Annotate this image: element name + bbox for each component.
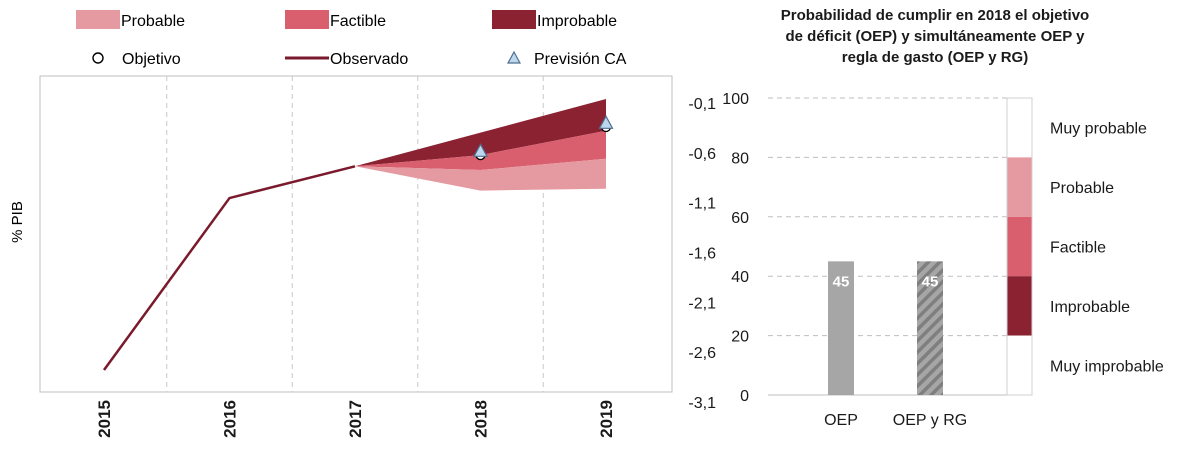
- fan-chart-y-ticks: -0,1 -0,6 -1,1 -1,6 -2,1 -2,6 -3,1: [688, 96, 716, 412]
- y-tick--0,1: -0,1: [688, 96, 716, 113]
- fan-chart-x-ticks: 2015 2016 2017 2018 2019: [95, 400, 616, 438]
- bar-y-tick-60: 60: [731, 210, 749, 227]
- bar-chart: Probabilidad de cumplir en 2018 el objet…: [722, 7, 1164, 429]
- scale-label: Muy probable: [1050, 121, 1147, 138]
- bar-OEP: [828, 261, 854, 395]
- scale-label: Factible: [1050, 240, 1106, 257]
- bar-chart-title-line-3: regla de gasto (OEP y RG): [842, 49, 1028, 66]
- fan-chart-plot-area: [39, 75, 673, 393]
- legend-label-probable: Probable: [121, 13, 185, 30]
- prevision-marker-2018: [472, 143, 489, 157]
- legend-swatch-improbable: [492, 10, 536, 29]
- legend-label-improbable: Improbable: [537, 13, 617, 30]
- probability-scale: Muy probable Probable Factible Improbable Mu…: [1006, 97, 1164, 396]
- scale-segment-probable: [1007, 157, 1032, 217]
- bar-y-tick-100: 100: [722, 91, 749, 108]
- scale-segment-factible: [1007, 216, 1032, 277]
- scale-segment-improbable: [1007, 276, 1032, 336]
- x-tick-2015: 2015: [95, 400, 114, 438]
- legend-marker-prevision: [506, 50, 522, 64]
- bar-chart-title-line-1: Probabilidad de cumplir en 2018 el objet…: [781, 7, 1089, 24]
- fan-chart-bands: [355, 99, 606, 191]
- scale-segment-muy-probable: [1007, 98, 1032, 158]
- prevision-marker-2019: [598, 115, 614, 129]
- bar-chart-y-ticks: 0 20 40 60 80 100: [722, 91, 749, 405]
- fan-chart-observado-line: [102, 165, 356, 371]
- x-tick-2018: 2018: [472, 400, 491, 438]
- band-improbable: [355, 99, 606, 167]
- scale-segment-muy-improbable: [1007, 335, 1032, 395]
- legend-label-prevision: Previsión CA: [534, 51, 627, 68]
- bar-chart-title-line-2: de déficit (OEP) y simultáneamente OEP y: [786, 28, 1086, 45]
- x-tick-2016: 2016: [221, 400, 240, 438]
- bar-y-tick-0: 0: [740, 388, 749, 405]
- scale-column-outline: [1006, 97, 1033, 396]
- bar-y-tick-40: 40: [731, 269, 749, 286]
- scale-label: Muy improbable: [1050, 358, 1164, 375]
- bar-category-label: OEP y RG: [893, 412, 967, 429]
- y-tick--1,6: -1,6: [688, 246, 716, 263]
- bar-y-tick-20: 20: [731, 329, 749, 346]
- legend-swatch-probable: [76, 10, 120, 29]
- y-tick--2,1: -2,1: [688, 295, 716, 312]
- bar-OEP-y-RG: [917, 261, 943, 395]
- legend: Probable Factible Improbable Objetivo Ob…: [76, 10, 627, 68]
- legend-label-factible: Factible: [330, 13, 386, 30]
- bar-category-label: OEP: [824, 412, 858, 429]
- bar-data-label: 45: [922, 273, 939, 290]
- bar-y-tick-80: 80: [731, 150, 749, 167]
- y-tick--1,1: -1,1: [688, 196, 716, 213]
- bar-chart-bars: 45 OEP 45 OEP y RG: [824, 261, 967, 429]
- y-tick--2,6: -2,6: [688, 345, 716, 362]
- scale-label: Improbable: [1050, 299, 1130, 316]
- x-tick-2019: 2019: [597, 400, 616, 438]
- legend-label-observado: Observado: [330, 51, 408, 68]
- band-probable: [355, 158, 606, 191]
- y-tick--3,1: -3,1: [688, 395, 716, 412]
- legend-swatch-factible: [285, 10, 329, 29]
- y-axis-label: % PIB: [9, 201, 26, 243]
- fan-chart-markers: [472, 115, 614, 161]
- legend-label-objetivo: Objetivo: [122, 51, 181, 68]
- bar-data-label: 45: [833, 273, 850, 290]
- bar-chart-gridlines: [768, 97, 1010, 396]
- observado-line: [102, 165, 356, 371]
- fan-chart-gridlines: [166, 76, 544, 392]
- legend-marker-objetivo: [92, 52, 104, 64]
- x-tick-2017: 2017: [346, 400, 365, 438]
- fan-chart: 2015 2016 2017 2018 2019 % PIB: [9, 75, 673, 438]
- band-factible: [355, 130, 606, 171]
- y-tick--0,6: -0,6: [688, 146, 716, 163]
- scale-label: Probable: [1050, 180, 1114, 197]
